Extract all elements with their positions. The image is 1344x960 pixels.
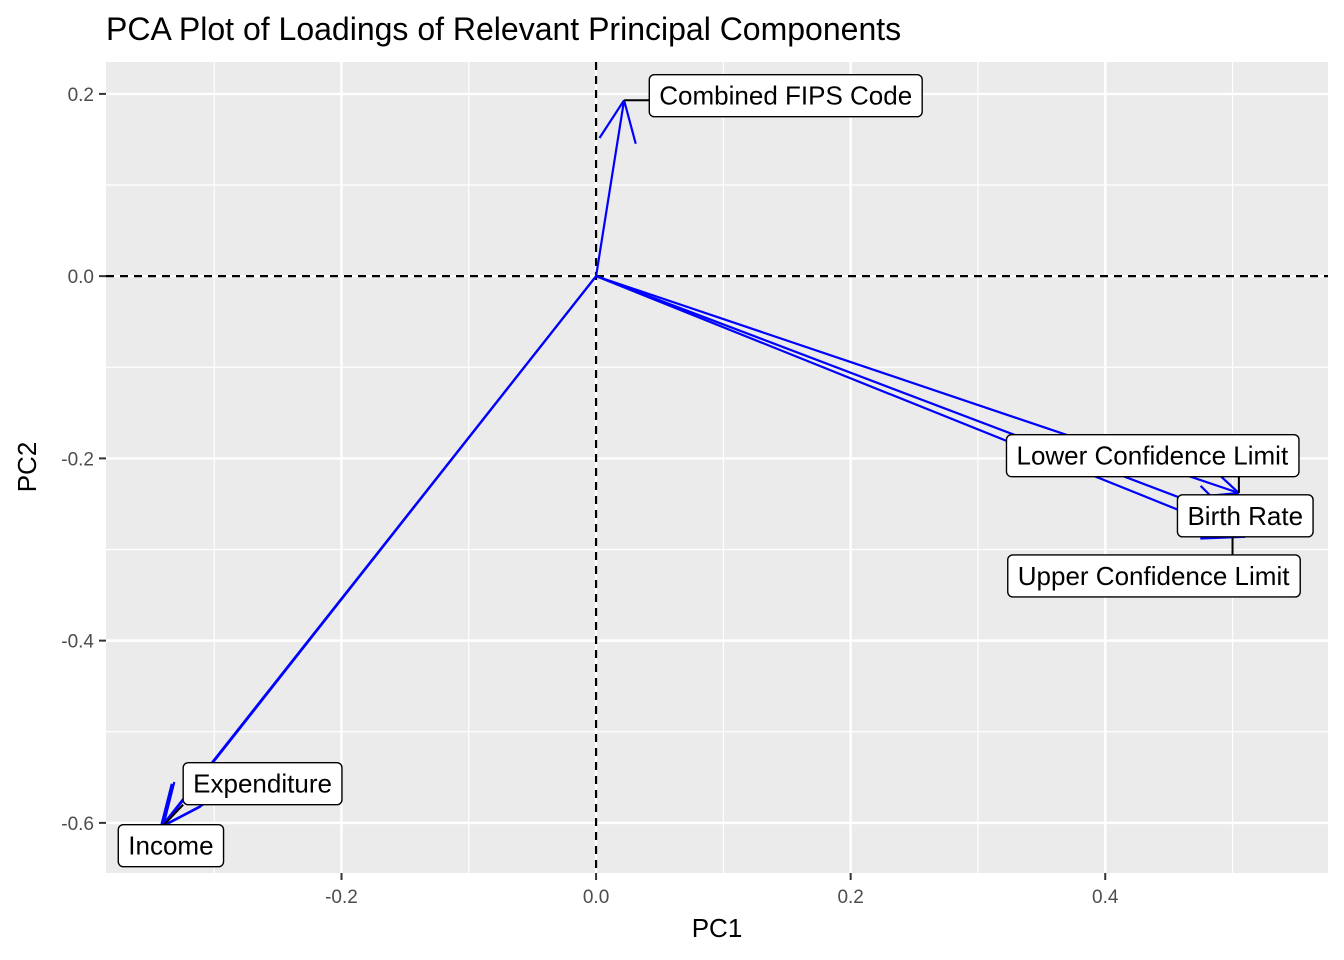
label-box-expenditure [182,761,343,806]
minor-gridlines [106,62,1328,873]
x-tick-label: 0.4 [1092,887,1119,908]
x-axis-ticks: -0.2 0.0 0.2 0.4 [325,873,1119,908]
arrow-birth-rate [595,275,1246,538]
y-tick-label: -0.6 [61,814,94,835]
arrowhead-combined-fips-code [623,99,637,145]
label-box-birth-rate [1176,494,1314,538]
label-expenditure: Expenditure [193,769,332,799]
label-lower-confidence-limit: Lower Confidence Limit [1016,441,1288,471]
x-axis-title: PC1 [692,913,743,943]
y-tick-label: -0.4 [61,632,94,653]
x-tick-label: 0.0 [583,887,609,908]
label-box-income [117,823,225,868]
label-box-upper-confidence-limit [1007,554,1301,598]
arrow-upper-confidence-limit [595,275,1233,519]
leader-expenditure [162,804,184,827]
label-box-lower-confidence-limit [1005,433,1300,478]
label-box-combined-fips-code [648,74,923,118]
loading-arrows [159,99,1247,829]
y-axis-title: PC2 [12,442,42,493]
arrowhead-expenditure [162,781,176,826]
chart-title: PCA Plot of Loadings of Relevant Princip… [106,11,901,47]
label-upper-confidence-limit: Upper Confidence Limit [1018,561,1290,591]
x-tick-label: 0.2 [837,887,863,908]
arrowhead-income [159,783,173,828]
arrowhead-income [160,805,202,829]
label-birth-rate: Birth Rate [1187,501,1303,531]
label-income: Income [128,831,213,861]
arrow-combined-fips-code [594,100,626,277]
y-tick-label: 0.2 [68,85,94,106]
arrow-income [159,275,597,829]
arrowhead-combined-fips-code [598,99,625,139]
y-tick-label: -0.2 [61,449,94,470]
x-tick-label: -0.2 [325,887,358,908]
reference-lines [106,62,1328,873]
y-axis-ticks: 0.2 0.0 -0.2 -0.4 -0.6 [61,85,106,835]
label-combined-fips-code: Combined FIPS Code [659,81,912,111]
loading-labels: Combined FIPS Code Lower Confidence Limit… [117,74,1314,868]
y-tick-label: 0.0 [68,267,94,288]
